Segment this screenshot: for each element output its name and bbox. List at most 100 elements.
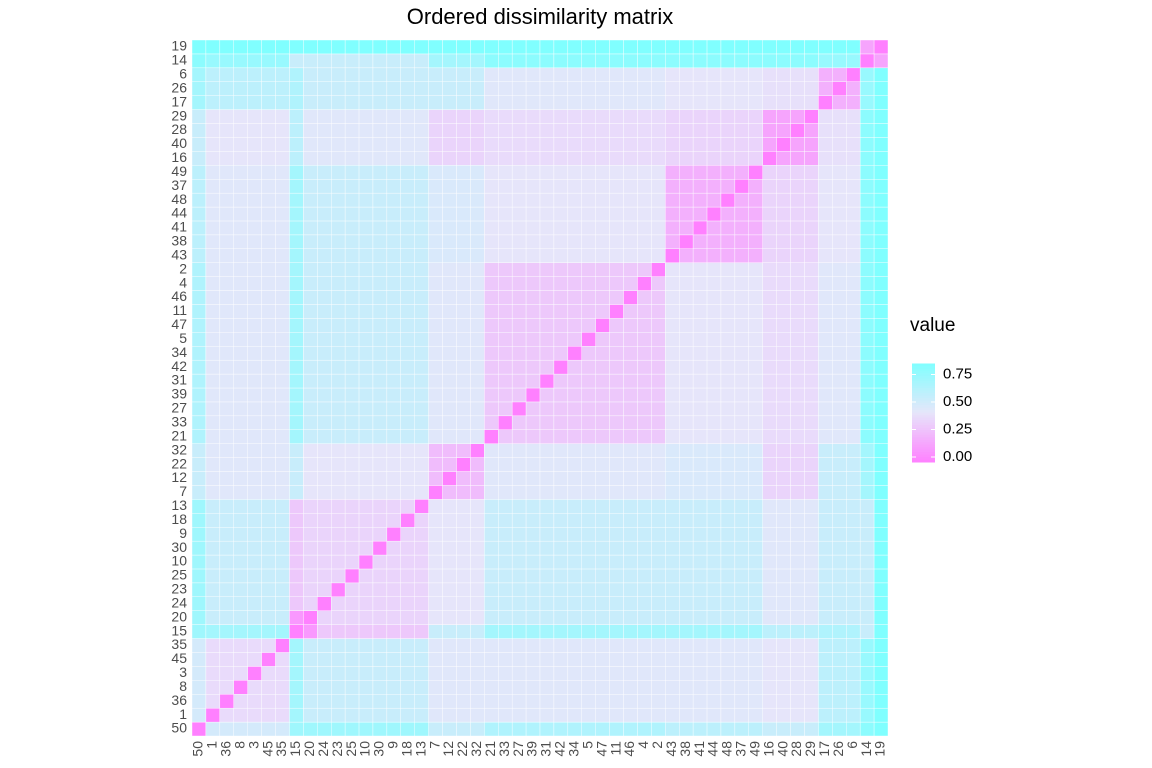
heatmap-cell: [317, 694, 332, 709]
heatmap-cell: [289, 373, 304, 389]
y-tick-label: 19: [171, 38, 187, 54]
heatmap-cell: [303, 694, 318, 709]
colorbar-segment: [912, 380, 935, 384]
heatmap-cell: [720, 387, 736, 403]
heatmap-cell: [442, 206, 457, 222]
heatmap-cell: [511, 610, 527, 625]
heatmap-cell: [317, 137, 332, 152]
heatmap-cell: [400, 513, 415, 528]
heatmap-cell: [595, 401, 610, 417]
heatmap-cell: [609, 373, 624, 389]
heatmap-cell: [859, 582, 875, 598]
heatmap-cell: [873, 457, 889, 472]
heatmap-cell: [720, 582, 736, 598]
heatmap-cell: [219, 694, 234, 709]
y-tick-label: 20: [171, 608, 187, 624]
heatmap-cell: [748, 39, 763, 55]
heatmap-cell: [692, 485, 708, 500]
heatmap-cell: [442, 499, 457, 514]
heatmap-cell: [498, 582, 513, 598]
colorbar-segment: [912, 407, 935, 411]
heatmap-cell: [720, 290, 736, 305]
heatmap-cell: [539, 178, 555, 194]
heatmap-cell: [539, 346, 555, 361]
heatmap-cell: [595, 165, 610, 180]
heatmap-cell: [442, 346, 457, 361]
heatmap-cell: [595, 346, 610, 361]
heatmap-cell: [804, 178, 819, 194]
heatmap-cell: [609, 568, 624, 584]
heatmap-cell: [567, 346, 582, 361]
heatmap-cell: [511, 721, 527, 737]
heatmap-cell: [358, 596, 374, 611]
heatmap-cell: [804, 652, 819, 667]
heatmap-cell: [832, 123, 847, 138]
heatmap-cell: [762, 67, 777, 82]
heatmap-cell: [205, 346, 221, 361]
heatmap-cell: [261, 39, 276, 55]
heatmap-cell: [414, 624, 429, 639]
heatmap-cell: [581, 165, 596, 180]
heatmap-cell: [553, 276, 569, 291]
heatmap-cell: [456, 206, 471, 222]
heatmap-cell: [846, 415, 861, 430]
heatmap-cell: [303, 206, 318, 222]
heatmap-cell: [331, 165, 346, 180]
heatmap-cell: [191, 206, 207, 222]
heatmap-cell: [261, 457, 276, 472]
heatmap-cell: [289, 165, 304, 180]
heatmap-cell: [289, 415, 304, 430]
heatmap-cell: [832, 721, 847, 737]
heatmap-cell: [567, 151, 582, 166]
heatmap-cell: [692, 304, 708, 319]
heatmap-cell: [804, 513, 819, 528]
heatmap-cell: [846, 346, 861, 361]
heatmap-cell: [734, 638, 750, 653]
heatmap-cell: [331, 471, 346, 486]
heatmap-cell: [846, 178, 861, 194]
heatmap-cell: [470, 262, 485, 277]
heatmap-cell: [665, 53, 680, 69]
heatmap-cell: [776, 666, 791, 681]
heatmap-cell: [567, 721, 582, 737]
heatmap-cell: [470, 359, 485, 375]
heatmap-cell: [665, 206, 680, 222]
heatmap-cell: [428, 359, 443, 375]
heatmap-cell: [665, 290, 680, 305]
heatmap-cell: [706, 707, 722, 723]
heatmap-cell: [191, 109, 207, 124]
heatmap-cell: [428, 415, 443, 430]
heatmap-cell: [665, 387, 680, 403]
heatmap-cell: [623, 192, 638, 208]
heatmap-cell: [665, 109, 680, 124]
heatmap-cell: [846, 262, 861, 277]
heatmap-cell: [873, 401, 889, 417]
heatmap-cell: [289, 680, 304, 695]
heatmap-cell: [484, 485, 499, 500]
heatmap-cell: [539, 596, 555, 611]
heatmap-cell: [414, 276, 429, 291]
heatmap-cell: [372, 262, 388, 277]
heatmap-cell: [873, 471, 889, 486]
heatmap-cell: [191, 582, 207, 598]
heatmap-cell: [665, 165, 680, 180]
heatmap-cell: [303, 401, 318, 417]
heatmap-cell: [776, 540, 791, 556]
heatmap-cell: [846, 109, 861, 124]
heatmap-cell: [289, 457, 304, 472]
heatmap-cell: [386, 248, 402, 263]
heatmap-cell: [525, 165, 541, 180]
heatmap-cell: [205, 707, 221, 723]
heatmap-cell: [191, 387, 207, 403]
heatmap-cell: [651, 95, 666, 110]
heatmap-cell: [651, 694, 666, 709]
heatmap-cell: [623, 234, 638, 250]
heatmap-cell: [191, 401, 207, 417]
heatmap-cell: [191, 429, 207, 444]
heatmap-cell: [414, 554, 429, 570]
heatmap-cell: [637, 123, 652, 138]
heatmap-cell: [303, 429, 318, 444]
heatmap-cell: [734, 387, 750, 403]
heatmap-cell: [762, 429, 777, 444]
heatmap-cell: [317, 540, 332, 556]
